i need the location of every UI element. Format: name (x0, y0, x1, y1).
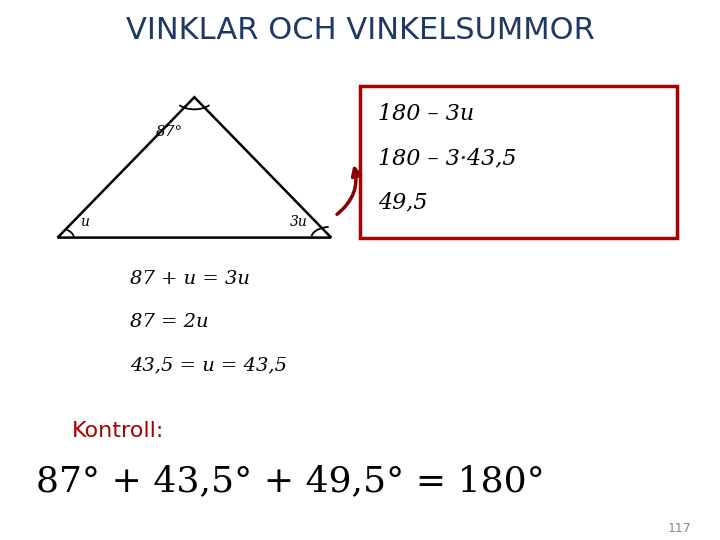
Text: Kontroll:: Kontroll: (72, 421, 164, 441)
Text: 87 + u = 3u: 87 + u = 3u (130, 270, 249, 288)
Text: u: u (81, 215, 89, 230)
Text: 87 = 2u: 87 = 2u (130, 313, 208, 331)
Text: 87°: 87° (156, 125, 183, 139)
Text: 87° + 43,5° + 49,5° = 180°: 87° + 43,5° + 49,5° = 180° (36, 464, 545, 498)
Text: 49,5: 49,5 (378, 192, 428, 213)
Text: VINKLAR OCH VINKELSUMMOR: VINKLAR OCH VINKELSUMMOR (125, 16, 595, 45)
Text: 43,5 = u = 43,5: 43,5 = u = 43,5 (130, 356, 287, 374)
Text: 3u: 3u (290, 215, 307, 230)
Text: 180 – 3·43,5: 180 – 3·43,5 (378, 147, 516, 169)
Bar (360, 86, 677, 238)
Text: 180 – 3u: 180 – 3u (378, 103, 474, 125)
Text: 117: 117 (667, 522, 691, 535)
